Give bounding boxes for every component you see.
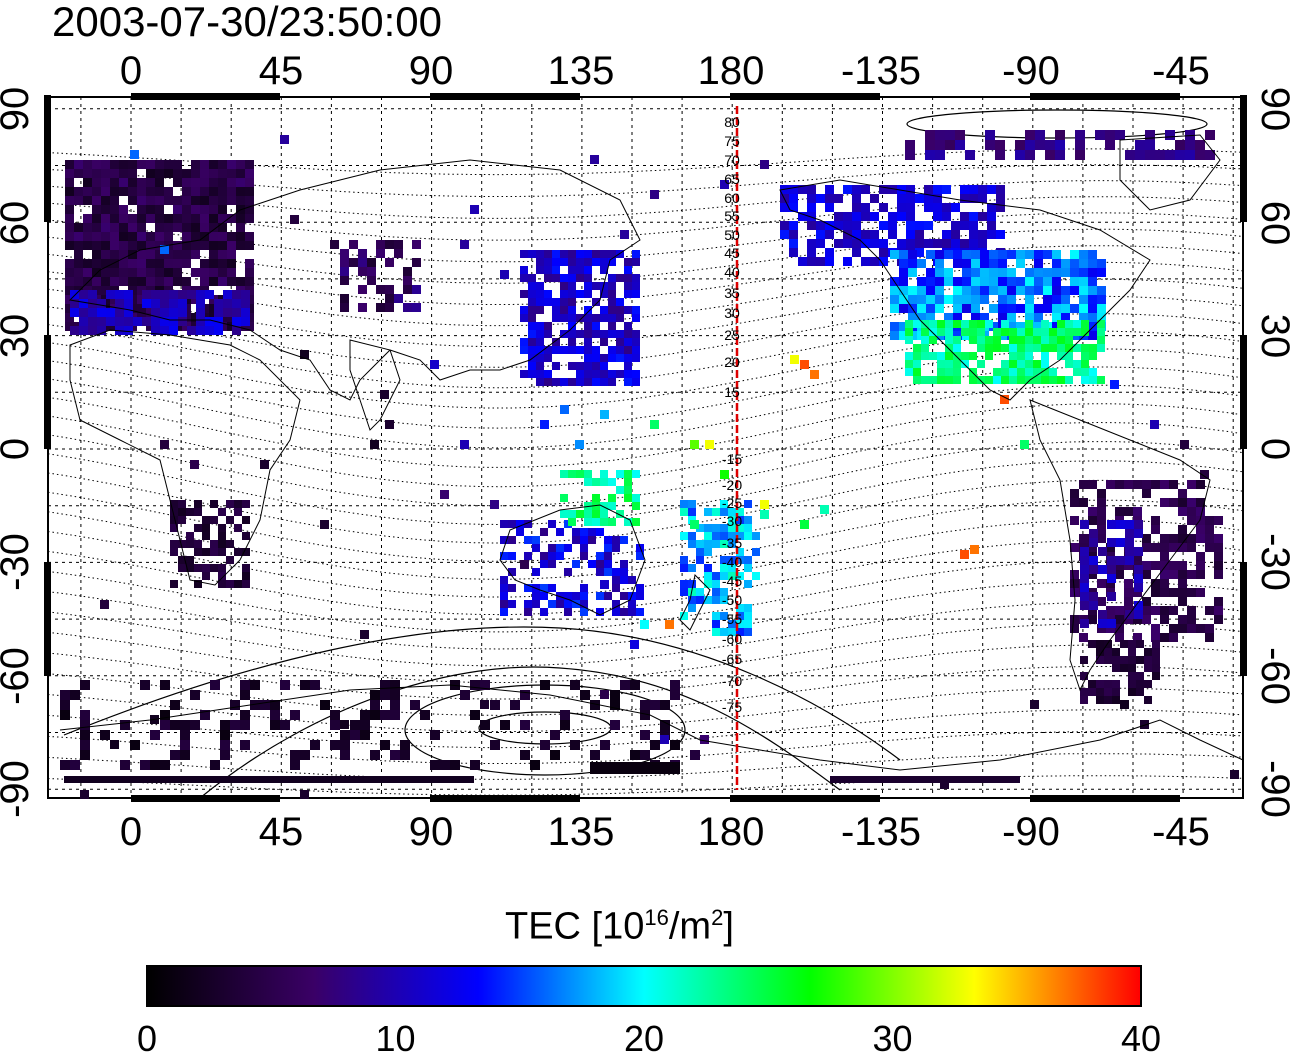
lat-tick-label: -30	[1253, 533, 1292, 591]
lon-tick-label: 135	[548, 49, 615, 93]
lat-tick-label: 0	[0, 438, 37, 460]
lon-tick-label: -135	[841, 810, 921, 854]
lat-tick-label: 30	[0, 314, 37, 359]
mlat-label: -45	[722, 573, 742, 589]
tec-data-patches	[60, 130, 1239, 799]
mlat-label: 25	[724, 327, 740, 343]
mlat-label: 55	[724, 208, 740, 224]
lat-tick-label: -60	[0, 647, 37, 705]
mlat-label: 45	[724, 245, 740, 261]
mlat-label: -65	[722, 651, 742, 667]
colorbar	[146, 965, 1142, 1007]
lon-tick-label: 180	[698, 810, 765, 854]
lat-tick-label: 90	[0, 87, 37, 132]
lat-tick-label: 90	[1253, 87, 1292, 132]
bottom-longitude-ticks: 0 45 90 135 180 -135 -90 -45	[120, 810, 1210, 854]
coastlines	[59, 134, 1244, 771]
mlat-label: 20	[724, 354, 740, 370]
mlat-label: 30	[724, 305, 740, 321]
lon-tick-label: 45	[259, 810, 304, 854]
mlat-label: -50	[722, 592, 742, 608]
mlat-label: -30	[722, 513, 742, 529]
lon-tick-label: 180	[698, 49, 765, 93]
mlat-label: 80	[724, 114, 740, 130]
mlat-label: -35	[722, 535, 742, 551]
mlat-label: 40	[724, 264, 740, 280]
lon-tick-label: -45	[1152, 810, 1210, 854]
mlat-label: 60	[724, 190, 740, 206]
lon-tick-label: 0	[120, 49, 142, 93]
lon-tick-label: -45	[1152, 49, 1210, 93]
right-latitude-ticks: 90 60 30 0 -30 -60 -90	[1253, 87, 1292, 818]
mlat-label: 15	[724, 384, 740, 400]
lat-tick-label: 0	[1253, 438, 1292, 460]
lon-tick-label: 90	[409, 810, 454, 854]
left-latitude-ticks: 90 60 30 0 -30 -60 -90	[0, 87, 37, 818]
timestamp-title: 2003-07-30/23:50:00	[52, 0, 442, 45]
lat-tick-label: 60	[0, 201, 37, 246]
lat-tick-label: -30	[0, 533, 37, 591]
lon-tick-label: -135	[841, 49, 921, 93]
colorbar-tick-label: 40	[1120, 1018, 1162, 1059]
mlat-label: -40	[722, 554, 742, 570]
lon-tick-label: 45	[259, 49, 304, 93]
lon-tick-label: 0	[120, 810, 142, 854]
colorbar-title: TEC [1016/m2]	[505, 905, 734, 948]
magnetic-latitude-labels: 80 75 70 65 60 55 50 45 40 35 30 25 20 15 -15 -20 -25 -30…	[722, 114, 742, 715]
lat-tick-label: 30	[1253, 314, 1292, 359]
frame-bars	[44, 93, 1247, 802]
lat-tick-label: 60	[1253, 201, 1292, 246]
mlat-label: -70	[722, 673, 742, 689]
top-longitude-ticks: 0 45 90 135 180 -135 -90 -45	[120, 49, 1210, 93]
lat-tick-label: -60	[1253, 647, 1292, 705]
mlat-label: -60	[722, 631, 742, 647]
mlat-label: 35	[724, 285, 740, 301]
lon-tick-label: 135	[548, 810, 615, 854]
mlat-label: -75	[722, 699, 742, 715]
lon-tick-label: -90	[1002, 810, 1060, 854]
mlat-label: 70	[724, 152, 740, 168]
lat-tick-label: -90	[0, 760, 37, 818]
mlat-label: 50	[724, 227, 740, 243]
mlat-label: 75	[724, 133, 740, 149]
lon-tick-label: 90	[409, 49, 454, 93]
mlat-label: -15	[722, 451, 742, 467]
tec-map: 80 75 70 65 60 55 50 45 40 35 30 25 20 15 -15 -20 -25 -30…	[0, 49, 1292, 854]
lat-tick-label: -90	[1253, 760, 1292, 818]
colorbar-tick-label: 0	[136, 1018, 158, 1059]
colorbar-tick-label: 20	[623, 1018, 665, 1059]
magnetic-latitude-contours	[47, 109, 1243, 799]
colorbar-tick-label: 10	[375, 1018, 416, 1059]
lon-tick-label: -90	[1002, 49, 1060, 93]
mlat-label: -20	[722, 477, 742, 493]
mlat-label: -55	[722, 611, 742, 627]
mlat-label: -25	[722, 495, 742, 511]
mlat-label: 65	[724, 171, 740, 187]
colorbar-tick-label: 30	[872, 1018, 913, 1059]
